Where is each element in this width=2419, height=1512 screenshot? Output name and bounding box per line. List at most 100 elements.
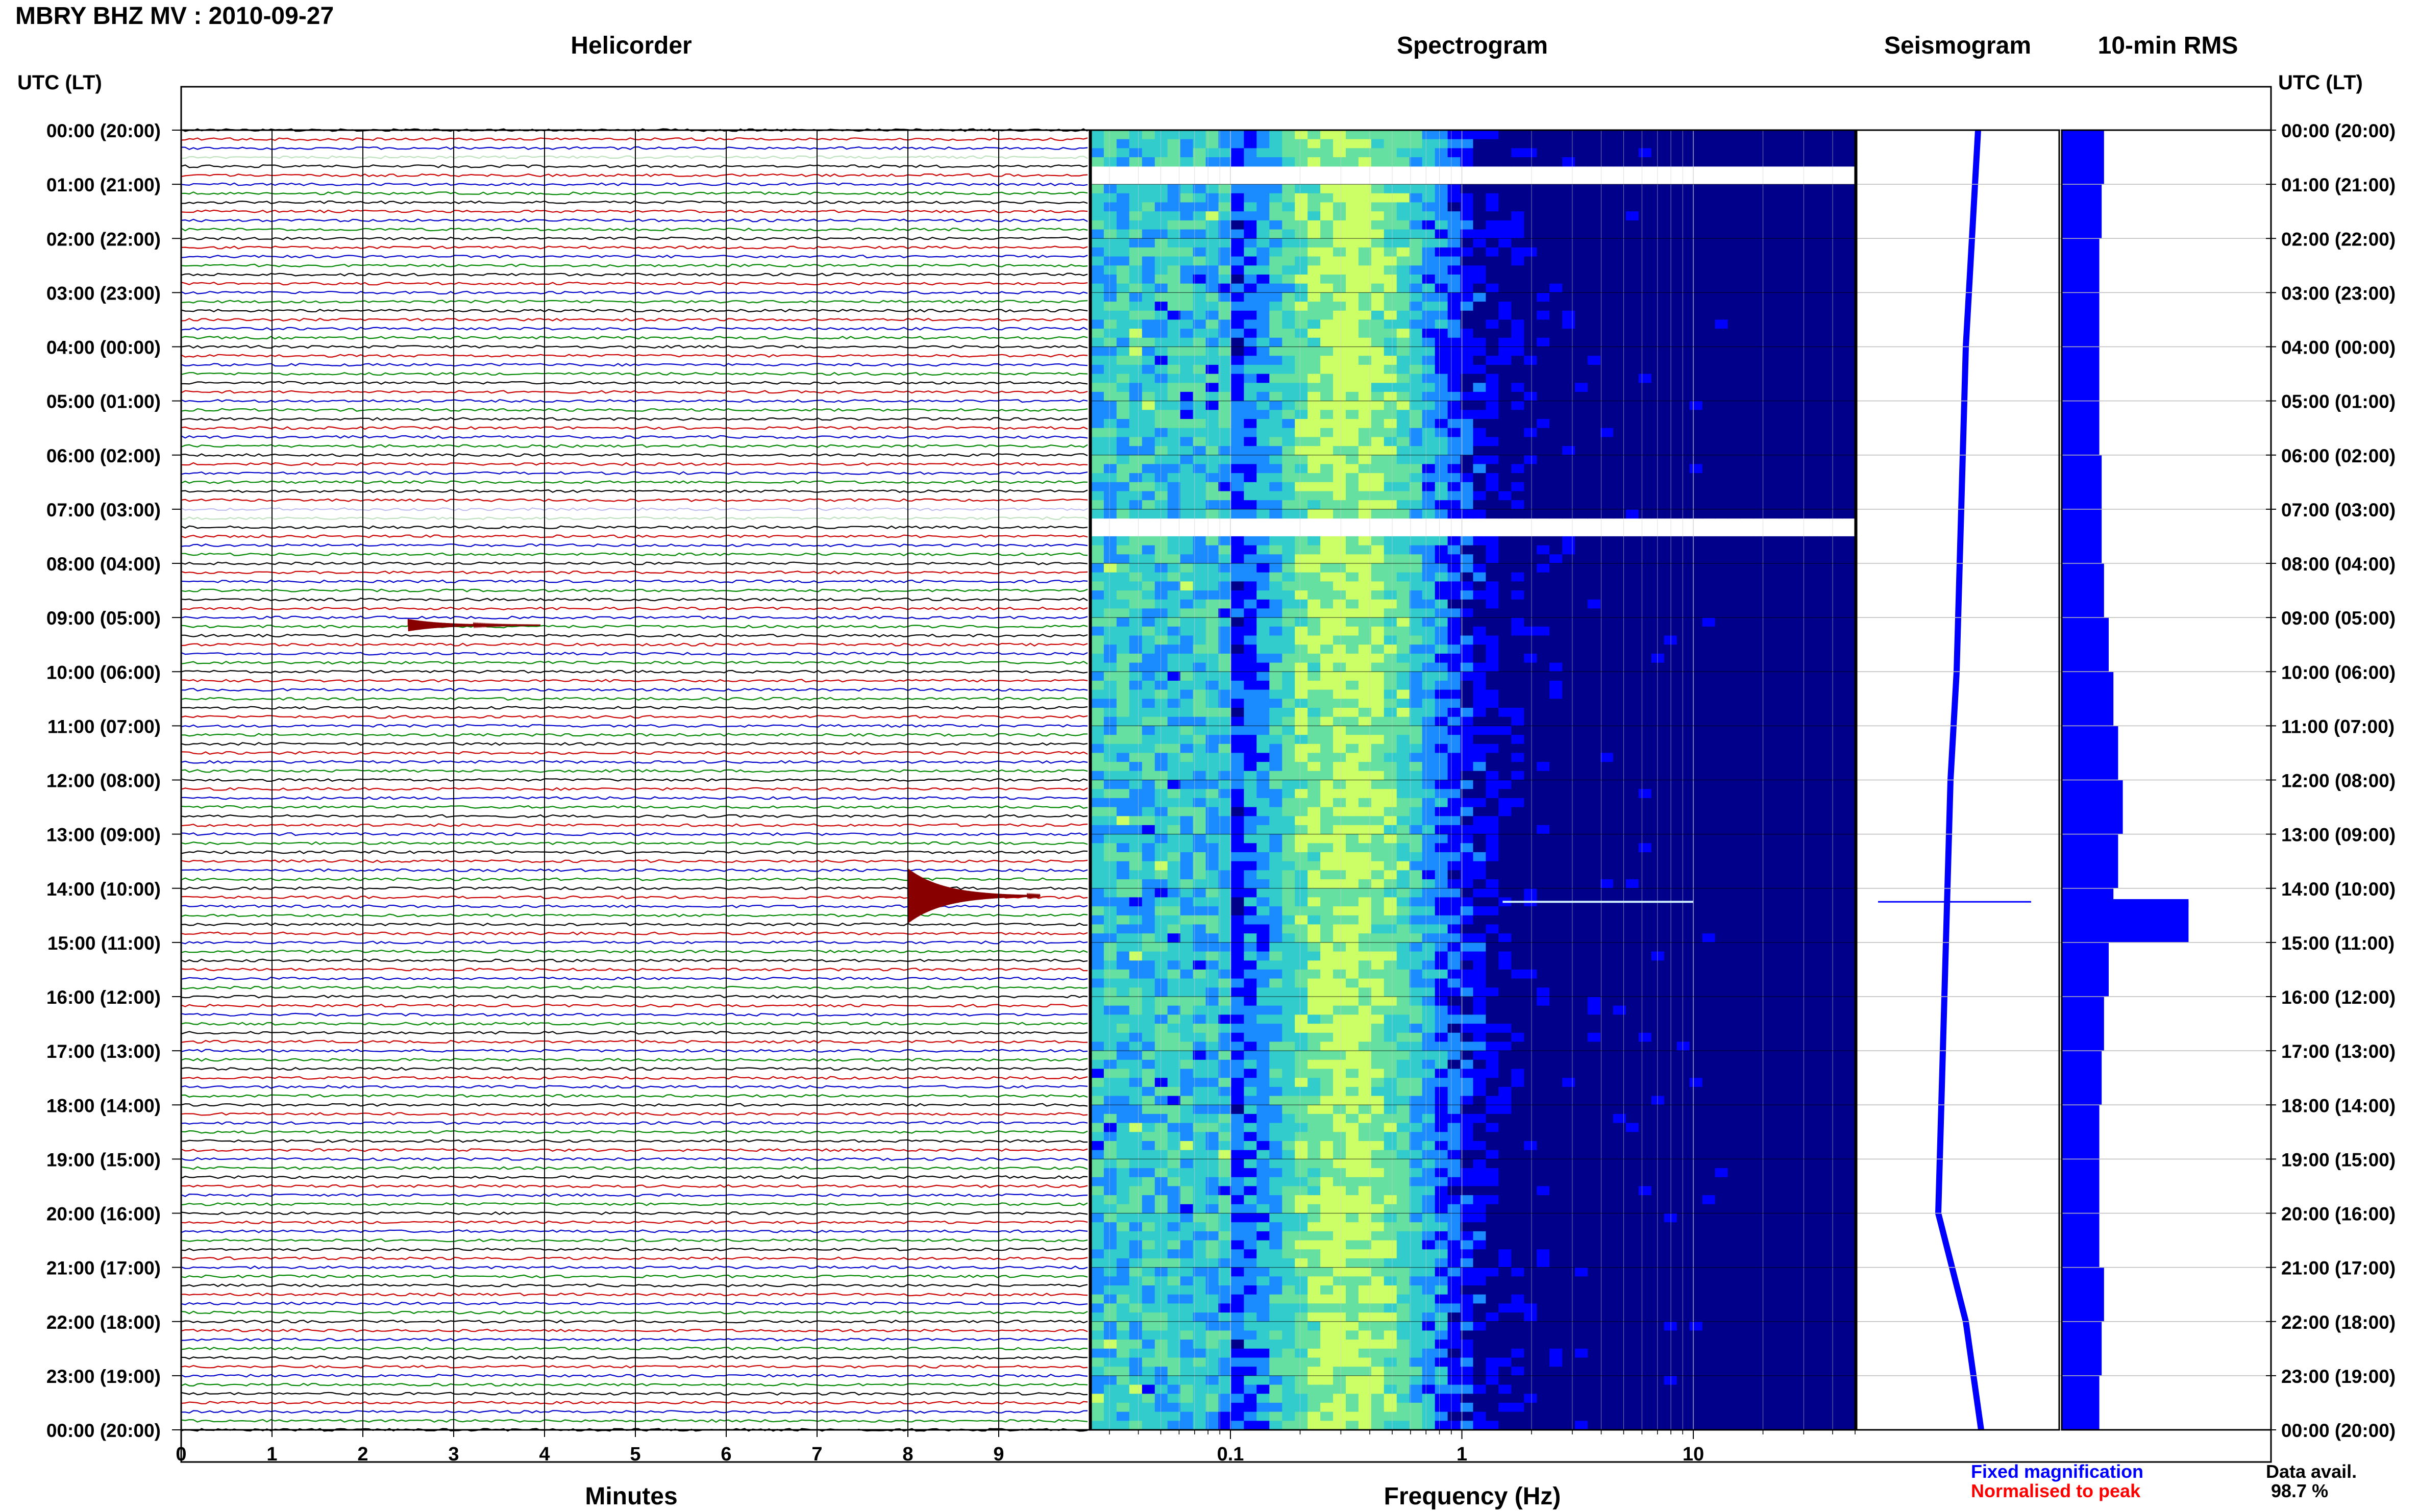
spectrogram-cell <box>1524 500 1537 510</box>
spectrogram-cell <box>1409 283 1423 293</box>
spectrogram-cell <box>1256 437 1270 447</box>
spectrogram-cell <box>1384 825 1397 835</box>
spectrogram-cell <box>1116 735 1130 745</box>
spectrogram-cell <box>1817 410 1830 419</box>
spectrogram-cell <box>1511 545 1525 555</box>
spectrogram-cell <box>1333 302 1346 311</box>
spectrogram-cell <box>1167 437 1181 447</box>
spectrogram-cell <box>1422 491 1436 501</box>
spectrogram-cell <box>1537 247 1550 257</box>
spectrogram-cell <box>1651 735 1665 745</box>
spectrogram-cell <box>1409 157 1423 167</box>
spectrogram-cell <box>1435 256 1448 266</box>
spectrogram-cell <box>1511 536 1525 546</box>
spectrogram-cell <box>1651 473 1665 483</box>
spectrogram-cell <box>1129 545 1143 555</box>
spectrogram-cell <box>1269 473 1282 483</box>
spectrogram-cell <box>1842 816 1856 826</box>
spectrogram-cell <box>1396 689 1410 699</box>
spectrogram-cell <box>1269 455 1282 465</box>
spectrogram-cell <box>1804 319 1817 329</box>
spectrogram-cell <box>1676 446 1690 456</box>
spectrogram-cell <box>1154 735 1168 745</box>
spectrogram-cell <box>1142 139 1155 148</box>
spectrogram-cell <box>1205 545 1219 555</box>
spectrogram-cell <box>1091 617 1104 627</box>
spectrogram-cell <box>1269 735 1282 745</box>
spectrogram-cell <box>1511 906 1525 916</box>
spectrogram-cell <box>1384 202 1397 212</box>
spectrogram-cell <box>1460 798 1474 808</box>
spectrogram-cell <box>1205 202 1219 212</box>
spectrogram-cell <box>1218 816 1232 826</box>
spectrogram-cell <box>1447 599 1461 609</box>
spectrogram-cell <box>1091 473 1104 483</box>
spectrogram-cell <box>1537 581 1550 591</box>
spectrogram-cell <box>1218 220 1232 230</box>
spectrogram-cell <box>1282 374 1295 383</box>
spectrogram-cell <box>1575 473 1588 483</box>
spectrogram-cell <box>1193 879 1206 889</box>
spectrogram-cell <box>1511 590 1525 600</box>
spectrogram-cell <box>1676 374 1690 383</box>
spectrogram-cell <box>1537 689 1550 699</box>
spectrogram-cell <box>1600 337 1614 348</box>
spectrogram-cell <box>1269 825 1282 835</box>
spectrogram-cell <box>1447 545 1461 555</box>
spectrogram-cell <box>1180 581 1194 591</box>
spectrogram-cell <box>1091 897 1104 907</box>
spectrogram-cell <box>1116 879 1130 889</box>
spectrogram-cell <box>1549 735 1563 745</box>
utc-header-right: UTC (LT) <box>2278 71 2363 94</box>
spectrogram-cell <box>1307 536 1321 546</box>
spectrogram-cell <box>1638 554 1652 564</box>
spectrogram-cell <box>1447 292 1461 302</box>
spectrogram-cell <box>1282 554 1295 564</box>
spectrogram-cell <box>1244 491 1257 501</box>
spectrogram-cell <box>1689 581 1703 591</box>
spectrogram-cell <box>1422 608 1436 618</box>
spectrogram-cell <box>1791 292 1805 302</box>
spectrogram-cell <box>1715 897 1729 907</box>
spectrogram-cell <box>1295 292 1308 302</box>
spectrogram-cell <box>1625 346 1639 356</box>
spectrogram-cell <box>1205 653 1219 663</box>
spectrogram-cell <box>1460 753 1474 762</box>
spectrogram-cell <box>1715 536 1729 546</box>
spectrogram-cell <box>1511 789 1525 799</box>
spectrogram-cell <box>1613 545 1626 555</box>
spectrogram-cell <box>1116 915 1130 925</box>
spectrogram-cell <box>1498 590 1512 600</box>
spectrogram-cell <box>1588 635 1601 645</box>
spectrogram-cell <box>1409 716 1423 726</box>
spectrogram-cell <box>1320 653 1334 663</box>
spectrogram-cell <box>1307 870 1321 880</box>
spectrogram-cell <box>1205 184 1219 194</box>
spectrogram-cell <box>1727 383 1741 392</box>
spectrogram-cell <box>1537 220 1550 230</box>
spectrogram-cell <box>1549 247 1563 257</box>
spectrogram-cell <box>1498 482 1512 492</box>
spectrogram-cell <box>1116 238 1130 248</box>
spectrogram-cell <box>1091 599 1104 609</box>
spectrogram-cell <box>1804 275 1817 284</box>
spectrogram-cell <box>1804 383 1817 392</box>
spectrogram-cell <box>1333 491 1346 501</box>
spectrogram-cell <box>1460 437 1474 447</box>
spectrogram-cell <box>1371 617 1385 627</box>
spectrogram-cell <box>1218 247 1232 257</box>
spectrogram-cell <box>1753 726 1767 735</box>
spectrogram-cell <box>1817 473 1830 483</box>
spectrogram-cell <box>1180 852 1194 862</box>
spectrogram-cell <box>1638 888 1652 898</box>
spectrogram-cell <box>1256 897 1270 907</box>
spectrogram-cell <box>1205 211 1219 221</box>
spectrogram-cell <box>1651 590 1665 600</box>
spectrogram-cell <box>1676 672 1690 681</box>
spectrogram-cell <box>1320 374 1334 383</box>
spectrogram-cell <box>1231 148 1245 158</box>
spectrogram-cell <box>1473 193 1487 203</box>
spectrogram-cell <box>1346 383 1359 392</box>
spectrogram-cell <box>1779 356 1792 365</box>
spectrogram-cell <box>1779 410 1792 419</box>
